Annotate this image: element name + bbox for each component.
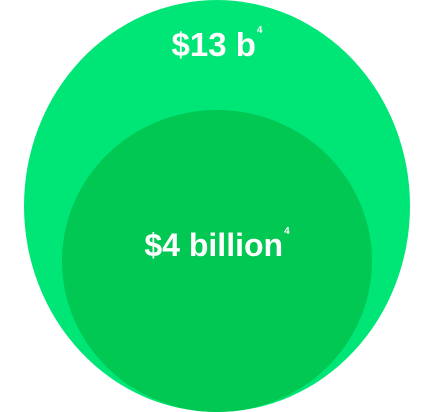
inner-circle xyxy=(62,110,372,412)
outer-circle-value: $13 b xyxy=(171,26,256,63)
inner-circle-value: $4 billion xyxy=(144,227,284,263)
outer-circle-label: $13 b4 xyxy=(0,25,434,63)
inner-circle-label: $4 billion4 xyxy=(0,226,434,263)
inner-circle-footnote: 4 xyxy=(284,226,290,237)
outer-circle-footnote: 4 xyxy=(256,25,263,36)
